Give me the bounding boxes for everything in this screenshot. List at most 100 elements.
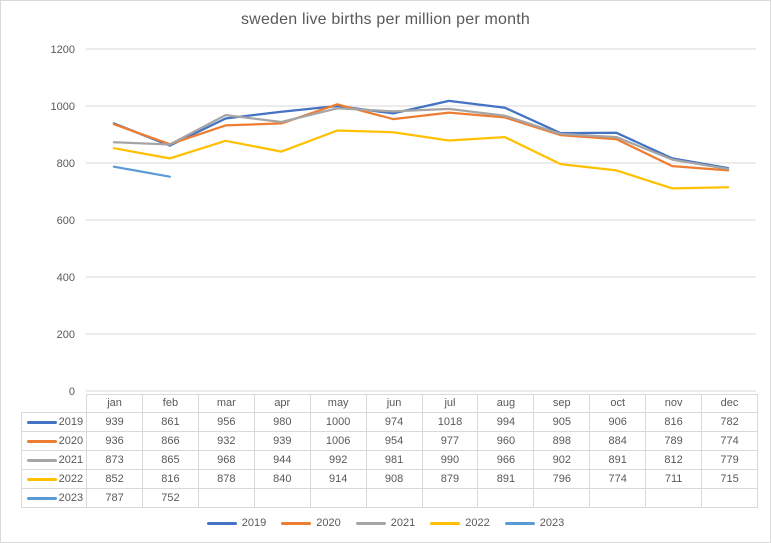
table-row: 2022 852 816 878 840 914 908 879 891 796 774 711 715 [20,469,758,489]
value-cell: 774 [701,431,758,451]
series-key-cell: 2020 [20,431,88,451]
legend-label: 2023 [539,517,565,529]
value-cell: 980 [253,412,311,432]
value-cell: 990 [421,450,479,470]
value-cell: 974 [365,412,423,432]
value-cell: 796 [533,469,591,489]
value-cell [309,488,367,508]
plot-area: 0 200 400 600 800 1000 1200 [51,44,756,398]
value-cell [253,488,311,508]
series-year-label: 2019 [58,416,84,428]
value-cell [197,488,255,508]
table-row: 2019 939 861 956 980 1000 974 1018 994 905 906 816 7… [20,412,758,432]
legend-item-2023: 2023 [504,517,565,529]
value-cell: 1000 [309,412,367,432]
value-cell: 752 [142,488,199,508]
month-header-cell: jan [86,394,143,413]
value-cell: 816 [645,412,703,432]
table-corner-cell [21,394,88,413]
value-cell: 711 [645,469,703,489]
value-cell: 891 [589,450,647,470]
value-cell: 908 [365,469,423,489]
value-cell: 812 [645,450,703,470]
month-header-cell: jul [421,394,479,413]
series-key-cell: 2023 [20,488,88,508]
table-header-row: jan feb mar apr may jun jul aug sep oct nov dec [21,394,758,413]
value-cell: 977 [421,431,479,451]
month-header-cell: aug [477,394,535,413]
month-header-cell: dec [701,394,758,413]
y-axis-tick-label: 400 [57,272,75,284]
chart-title: sweden live births per million per month [240,11,530,28]
value-cell [365,488,423,508]
series-line-2020 [112,103,730,172]
value-cell: 902 [533,450,591,470]
month-header-cell: nov [645,394,703,413]
series-line-swatch-icon [27,458,57,462]
value-cell [645,488,703,508]
value-cell: 960 [477,431,535,451]
legend-swatch-icon [281,521,312,525]
value-cell [701,488,758,508]
series-key-cell: 2021 [20,450,88,470]
legend-swatch-icon [430,521,461,525]
value-cell: 914 [309,469,367,489]
value-cell: 932 [197,431,255,451]
table-row: 2023 787 752 [20,488,758,508]
series-line-2019 [112,99,730,170]
table-row: 2020 936 866 932 939 1006 954 977 960 898 884 789 77… [20,431,758,451]
chart-data-table: jan feb mar apr may jun jul aug sep oct nov dec 2019… [20,394,758,508]
value-cell: 879 [421,469,479,489]
series-line-swatch-icon [27,496,57,500]
value-cell: 994 [477,412,535,432]
value-cell: 1006 [309,431,367,451]
value-cell: 905 [533,412,591,432]
value-cell: 936 [86,431,143,451]
legend-label: 2019 [241,517,267,529]
legend-item-2021: 2021 [355,517,415,529]
series-key-cell: 2019 [20,412,88,432]
month-header-cell: jun [365,394,423,413]
value-cell: 944 [253,450,311,470]
value-cell: 861 [142,412,199,432]
value-cell: 789 [645,431,703,451]
value-cell: 906 [589,412,647,432]
value-cell: 939 [86,412,143,432]
series-year-label: 2023 [58,492,84,504]
month-header-cell: oct [589,394,647,413]
value-cell: 992 [309,450,367,470]
series-year-label: 2020 [58,435,84,447]
value-cell: 715 [701,469,758,489]
series-year-label: 2021 [58,454,84,466]
legend-swatch-icon [355,521,386,525]
series-year-label: 2022 [58,473,84,485]
y-axis-tick-label: 1000 [51,101,75,113]
month-header-cell: may [309,394,367,413]
value-cell: 981 [365,450,423,470]
legend-label: 2020 [316,517,341,529]
legend-swatch-icon [206,521,237,525]
value-cell: 779 [701,450,758,470]
value-cell [477,488,535,508]
y-axis-tick-label: 200 [57,329,75,341]
value-cell: 866 [142,431,199,451]
value-cell: 873 [86,450,143,470]
value-cell: 865 [142,450,199,470]
value-cell: 968 [197,450,255,470]
value-cell: 782 [701,412,758,432]
value-cell: 787 [86,488,143,508]
y-axis-tick-label: 600 [57,215,75,227]
value-cell: 898 [533,431,591,451]
series-line-2023 [112,165,171,178]
legend-swatch-icon [504,521,535,525]
series-line-2022 [112,129,730,190]
legend-item-2022: 2022 [430,517,490,529]
month-header-cell: mar [197,394,255,413]
value-cell: 939 [253,431,311,451]
series-key-cell: 2022 [20,469,88,489]
value-cell: 954 [365,431,423,451]
value-cell: 840 [253,469,311,489]
value-cell: 956 [197,412,255,432]
month-header-cell: feb [142,394,199,413]
